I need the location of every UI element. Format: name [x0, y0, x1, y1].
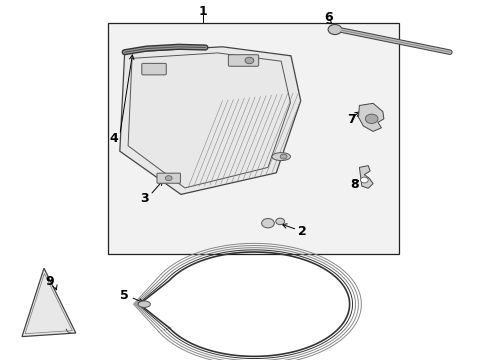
Ellipse shape — [271, 153, 290, 161]
Circle shape — [365, 114, 377, 123]
Text: 5: 5 — [120, 289, 129, 302]
FancyBboxPatch shape — [142, 63, 166, 75]
Text: 3: 3 — [140, 192, 148, 205]
Circle shape — [165, 176, 172, 181]
Polygon shape — [359, 166, 372, 188]
Circle shape — [280, 154, 286, 159]
Polygon shape — [358, 103, 383, 131]
Circle shape — [244, 57, 253, 64]
Text: 4: 4 — [109, 132, 118, 145]
Circle shape — [360, 177, 367, 183]
Circle shape — [261, 219, 274, 228]
Circle shape — [275, 218, 284, 225]
Text: 2: 2 — [297, 225, 306, 238]
Circle shape — [327, 24, 341, 35]
Text: 6: 6 — [324, 11, 332, 24]
Text: 1: 1 — [198, 5, 207, 18]
Text: 7: 7 — [346, 113, 355, 126]
FancyBboxPatch shape — [157, 173, 180, 183]
Text: 9: 9 — [45, 275, 54, 288]
FancyBboxPatch shape — [228, 55, 258, 66]
Ellipse shape — [138, 301, 150, 307]
Text: 8: 8 — [349, 178, 358, 191]
Polygon shape — [120, 47, 300, 194]
Polygon shape — [22, 268, 76, 337]
Bar — [107, 23, 398, 254]
